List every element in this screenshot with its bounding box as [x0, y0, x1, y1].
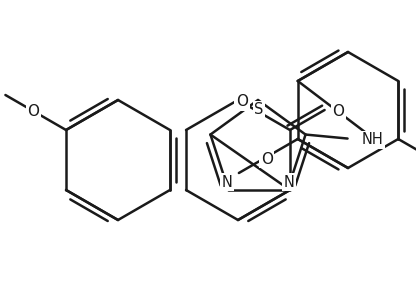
Text: O: O — [333, 104, 344, 118]
Text: NH: NH — [362, 132, 383, 147]
Text: N: N — [221, 175, 232, 190]
Text: N: N — [284, 175, 295, 190]
Text: O: O — [236, 94, 248, 110]
Text: S: S — [254, 102, 264, 118]
Text: O: O — [27, 104, 39, 120]
Text: O: O — [261, 152, 273, 166]
